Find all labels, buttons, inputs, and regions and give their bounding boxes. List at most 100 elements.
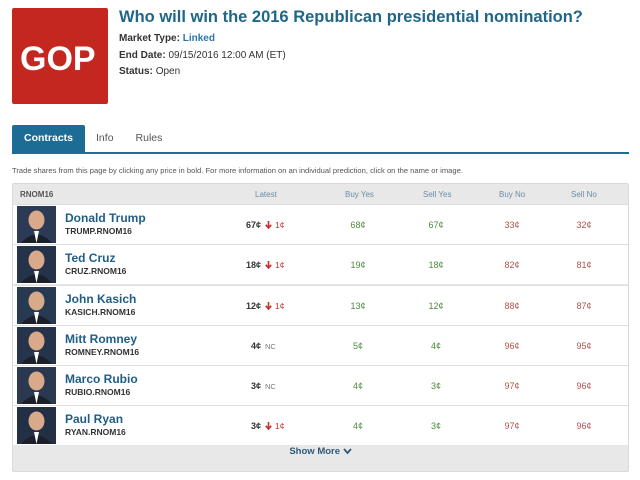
candidate-photo[interactable] <box>17 367 56 404</box>
header-market-code: RNOM16 <box>20 190 54 199</box>
price-change: NC <box>265 382 276 391</box>
sell-no-price[interactable]: 96¢ <box>576 381 592 391</box>
price-change: 1¢ <box>265 301 284 311</box>
candidate-ticker: CRUZ.RNOM16 <box>65 266 127 276</box>
sell-no-price[interactable]: 32¢ <box>576 220 592 230</box>
candidate-ticker: RUBIO.RNOM16 <box>65 387 131 397</box>
show-more-label: Show More <box>289 446 341 457</box>
elephant-logo-icon: GOP <box>20 40 96 78</box>
buy-yes-price[interactable]: 4¢ <box>352 381 363 391</box>
sell-no-price[interactable]: 81¢ <box>576 260 592 270</box>
buy-yes-price[interactable]: 5¢ <box>352 341 363 351</box>
tab-info[interactable]: Info <box>96 132 114 144</box>
buy-no-price[interactable]: 88¢ <box>504 301 520 311</box>
buy-no-price[interactable]: 82¢ <box>504 260 520 270</box>
price-change-value: 1¢ <box>275 260 285 270</box>
buy-yes-price[interactable]: 13¢ <box>350 301 366 311</box>
candidate-photo[interactable] <box>17 246 56 283</box>
price-change: NC <box>265 342 276 351</box>
sell-no-price[interactable]: 95¢ <box>576 341 592 351</box>
sell-no-price[interactable]: 96¢ <box>576 421 592 431</box>
down-arrow-icon <box>265 261 272 270</box>
show-more-button[interactable]: Show More <box>13 446 628 457</box>
table-header: RNOM16 Latest Buy Yes Sell Yes Buy No Se… <box>13 184 628 204</box>
sell-yes-price[interactable]: 67¢ <box>428 220 444 230</box>
latest-price-value: 67¢ <box>245 220 261 230</box>
buy-no-price[interactable]: 96¢ <box>504 341 520 351</box>
table-row: Donald Trump TRUMP.RNOM16 67¢ 1¢ 68¢ 67¢ 33¢ 32… <box>13 204 628 244</box>
market-type-label: Market Type: <box>119 33 180 44</box>
header-buy-yes: Buy Yes <box>345 190 374 199</box>
market-type-link[interactable]: Linked <box>182 33 215 44</box>
buy-no-price[interactable]: 97¢ <box>504 381 520 391</box>
sell-no-price[interactable]: 87¢ <box>576 301 592 311</box>
price-change-value: NC <box>265 382 276 391</box>
buy-yes-price[interactable]: 19¢ <box>350 260 366 270</box>
header-buy-no: Buy No <box>499 190 526 199</box>
table-row: Marco Rubio RUBIO.RNOM16 3¢ NC 4¢ 3¢ 97¢ 96¢ <box>13 365 628 405</box>
candidate-name[interactable]: Marco Rubio <box>65 372 138 386</box>
candidate-ticker: TRUMP.RNOM16 <box>65 226 132 236</box>
candidate-photo[interactable] <box>17 287 56 324</box>
price-change-value: 1¢ <box>275 301 285 311</box>
gop-logo: GOP <box>12 8 108 104</box>
candidate-portrait-icon <box>17 367 56 404</box>
contracts-table: RNOM16 Latest Buy Yes Sell Yes Buy No Se… <box>12 183 629 472</box>
candidate-name[interactable]: Ted Cruz <box>65 251 116 265</box>
end-date: End Date: 09/15/2016 12:00 AM (ET) <box>119 50 286 61</box>
table-row: Ted Cruz CRUZ.RNOM16 18¢ 1¢ 19¢ 18¢ 82¢ 81¢ <box>13 244 628 284</box>
sell-yes-price[interactable]: 3¢ <box>430 381 441 391</box>
candidate-portrait-icon <box>17 327 56 364</box>
sell-yes-price[interactable]: 3¢ <box>430 421 441 431</box>
candidate-ticker: KASICH.RNOM16 <box>65 307 136 317</box>
candidate-portrait-icon <box>17 246 56 283</box>
candidate-photo[interactable] <box>17 407 56 444</box>
table-row: Paul Ryan RYAN.RNOM16 3¢ 1¢ 4¢ 3¢ 97¢ 96¢ <box>13 405 628 445</box>
tab-bar: Contracts Info Rules <box>12 125 173 152</box>
sell-yes-price[interactable]: 12¢ <box>428 301 444 311</box>
price-change: 1¢ <box>265 260 284 270</box>
status-label: Status: <box>119 66 153 77</box>
market-status: Status: Open <box>119 66 180 77</box>
end-date-label: End Date: <box>119 50 166 61</box>
price-change-value: 1¢ <box>275 421 285 431</box>
candidate-name[interactable]: Mitt Romney <box>65 332 137 346</box>
latest-price-value: 12¢ <box>245 301 261 311</box>
tab-underline <box>12 152 629 154</box>
buy-yes-price[interactable]: 4¢ <box>352 421 363 431</box>
candidate-ticker: ROMNEY.RNOM16 <box>65 347 140 357</box>
candidate-name[interactable]: Donald Trump <box>65 211 146 225</box>
buy-no-price[interactable]: 97¢ <box>504 421 520 431</box>
down-arrow-icon <box>265 302 272 311</box>
down-arrow-icon <box>265 422 272 431</box>
price-change: 1¢ <box>265 220 284 230</box>
candidate-portrait-icon <box>17 407 56 444</box>
header-latest: Latest <box>255 190 277 199</box>
candidate-name[interactable]: John Kasich <box>65 292 137 306</box>
tab-contracts[interactable]: Contracts <box>12 125 86 152</box>
market-type: Market Type: Linked <box>119 33 215 44</box>
candidate-photo[interactable] <box>17 327 56 364</box>
buy-yes-price[interactable]: 68¢ <box>350 220 366 230</box>
table-row: John Kasich KASICH.RNOM16 12¢ 1¢ 13¢ 12¢ 88¢ 87… <box>13 285 628 325</box>
candidate-portrait-icon <box>17 206 56 243</box>
candidate-photo[interactable] <box>17 206 56 243</box>
logo-text: GOP <box>20 40 96 78</box>
price-change-value: 1¢ <box>275 220 285 230</box>
instructions-text: Trade shares from this page by clicking … <box>12 166 463 175</box>
buy-no-price[interactable]: 33¢ <box>504 220 520 230</box>
latest-price-value: 3¢ <box>250 421 261 431</box>
down-arrow-icon <box>265 221 272 230</box>
header-sell-no: Sell No <box>571 190 597 199</box>
table-row: Mitt Romney ROMNEY.RNOM16 4¢ NC 5¢ 4¢ 96¢ 95¢ <box>13 325 628 365</box>
tab-rules[interactable]: Rules <box>135 132 163 144</box>
candidate-portrait-icon <box>17 287 56 324</box>
sell-yes-price[interactable]: 18¢ <box>428 260 444 270</box>
status-value: Open <box>155 66 181 77</box>
end-date-value: 09/15/2016 12:00 AM (ET) <box>168 50 286 61</box>
candidate-name[interactable]: Paul Ryan <box>65 412 124 426</box>
chevron-down-icon <box>342 448 352 455</box>
sell-yes-price[interactable]: 4¢ <box>430 341 441 351</box>
candidate-ticker: RYAN.RNOM16 <box>65 427 126 437</box>
latest-price-value: 4¢ <box>250 341 261 351</box>
